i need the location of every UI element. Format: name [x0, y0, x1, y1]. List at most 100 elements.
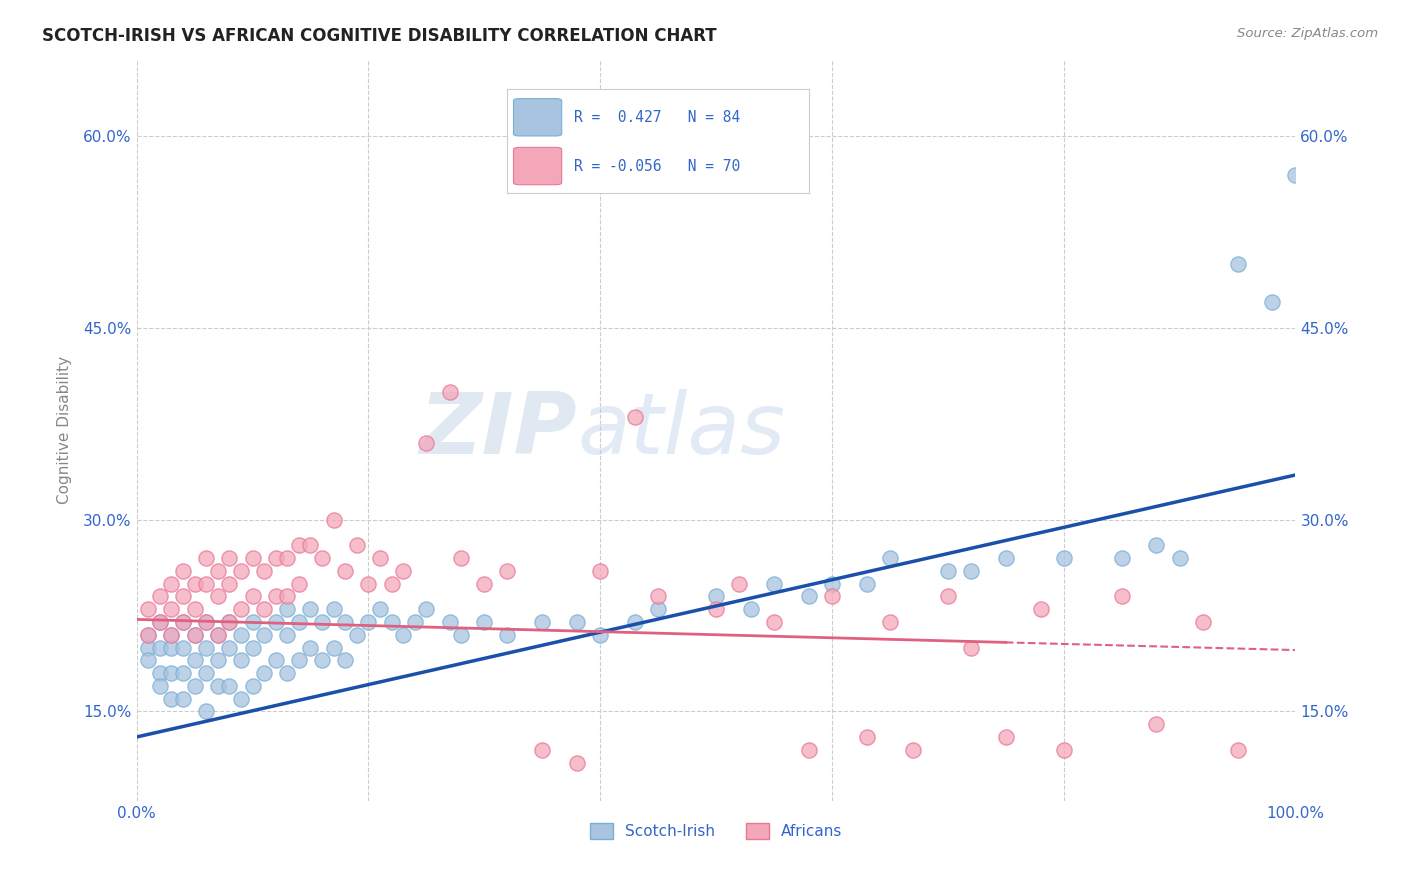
Point	[1261, 295, 1284, 310]
Point	[264, 590, 287, 604]
Point	[299, 640, 322, 655]
Point	[229, 602, 252, 616]
Point	[183, 679, 205, 693]
Point	[195, 666, 218, 681]
Point	[415, 436, 437, 450]
Point	[160, 576, 183, 591]
Point	[1284, 168, 1306, 182]
Point	[704, 602, 727, 616]
Point	[149, 666, 172, 681]
Point	[299, 602, 322, 616]
Point	[472, 615, 495, 629]
Point	[242, 615, 264, 629]
Point	[335, 564, 357, 578]
Point	[207, 590, 229, 604]
Point	[1226, 257, 1249, 271]
Point	[288, 653, 311, 667]
Point	[392, 564, 415, 578]
Point	[242, 640, 264, 655]
Point	[821, 590, 844, 604]
Point	[242, 679, 264, 693]
Point	[242, 590, 264, 604]
Point	[276, 628, 298, 642]
Point	[1029, 602, 1052, 616]
Point	[960, 640, 983, 655]
Point	[1053, 743, 1076, 757]
Point	[172, 615, 194, 629]
Point	[797, 590, 820, 604]
Point	[381, 615, 404, 629]
Point	[172, 640, 194, 655]
Point	[1144, 538, 1167, 552]
Point	[276, 590, 298, 604]
Point	[357, 615, 380, 629]
Point	[160, 691, 183, 706]
Point	[728, 576, 751, 591]
Point	[311, 551, 333, 566]
Legend: Scotch-Irish, Africans: Scotch-Irish, Africans	[583, 817, 848, 845]
Point	[207, 679, 229, 693]
Point	[149, 640, 172, 655]
Point	[322, 602, 344, 616]
Point	[136, 640, 159, 655]
Point	[624, 615, 647, 629]
Point	[879, 551, 901, 566]
Point	[218, 615, 240, 629]
Point	[994, 730, 1017, 744]
Point	[1191, 615, 1213, 629]
Point	[172, 615, 194, 629]
Point	[160, 628, 183, 642]
Point	[322, 640, 344, 655]
Point	[762, 576, 785, 591]
Point	[855, 730, 877, 744]
Point	[229, 628, 252, 642]
Point	[647, 590, 669, 604]
Point	[160, 602, 183, 616]
Point	[136, 602, 159, 616]
Point	[218, 576, 240, 591]
Point	[253, 564, 276, 578]
Point	[229, 691, 252, 706]
Point	[299, 538, 322, 552]
Point	[1226, 743, 1249, 757]
Point	[450, 628, 472, 642]
Point	[276, 551, 298, 566]
Point	[762, 615, 785, 629]
Point	[207, 653, 229, 667]
Point	[381, 576, 404, 591]
Point	[229, 564, 252, 578]
Point	[565, 615, 588, 629]
Point	[472, 576, 495, 591]
Point	[288, 576, 311, 591]
Point	[253, 628, 276, 642]
Point	[172, 691, 194, 706]
Point	[936, 564, 959, 578]
Point	[357, 576, 380, 591]
Point	[195, 576, 218, 591]
Point	[218, 679, 240, 693]
Point	[368, 551, 391, 566]
Point	[1144, 717, 1167, 731]
Point	[346, 538, 368, 552]
Point	[901, 743, 924, 757]
Point	[368, 602, 391, 616]
Point	[322, 513, 344, 527]
Point	[589, 564, 612, 578]
Point	[264, 551, 287, 566]
Point	[565, 756, 588, 770]
Point	[879, 615, 901, 629]
Point	[149, 615, 172, 629]
Point	[207, 564, 229, 578]
Point	[136, 628, 159, 642]
Point	[183, 653, 205, 667]
Point	[647, 602, 669, 616]
Point	[311, 653, 333, 667]
Point	[276, 666, 298, 681]
Point	[1053, 551, 1076, 566]
Point	[136, 653, 159, 667]
Point	[264, 615, 287, 629]
Point	[346, 628, 368, 642]
Point	[531, 743, 554, 757]
Point	[797, 743, 820, 757]
Point	[195, 615, 218, 629]
